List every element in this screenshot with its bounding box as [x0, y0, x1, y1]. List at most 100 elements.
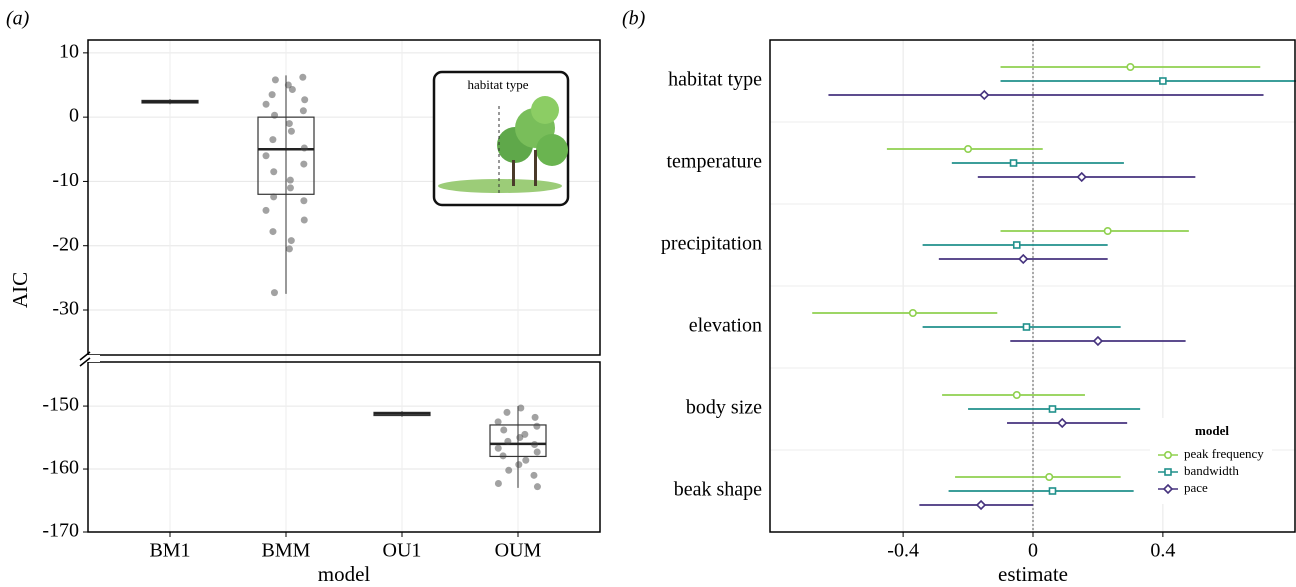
- point: [287, 237, 295, 245]
- point: [270, 193, 278, 201]
- point: [533, 448, 541, 456]
- y-tick-label: -150: [42, 394, 79, 416]
- marker: [1048, 487, 1057, 495]
- point: [516, 434, 524, 442]
- point: [533, 422, 541, 430]
- plot-background: [88, 362, 600, 532]
- point: [300, 160, 308, 168]
- point: [262, 100, 270, 108]
- marker: [1045, 472, 1054, 481]
- point: [499, 452, 507, 460]
- point: [521, 430, 529, 438]
- y-tick-label: temperature: [667, 151, 763, 173]
- x-tick-label: 0: [1028, 540, 1038, 562]
- x-axis-label: estimate: [998, 562, 1068, 586]
- point: [504, 437, 512, 445]
- legend-label: peak frequency: [1184, 446, 1264, 461]
- point: [285, 120, 293, 128]
- marker: [1018, 253, 1029, 265]
- marker: [1126, 62, 1135, 71]
- point: [287, 127, 295, 135]
- point: [286, 184, 294, 192]
- y-tick-label: -20: [52, 233, 79, 255]
- point: [515, 461, 523, 469]
- legend-title: model: [1195, 423, 1229, 438]
- y-tick-label: elevation: [689, 315, 762, 337]
- y-tick-label: -160: [42, 457, 79, 479]
- inset: habitat type: [432, 70, 570, 207]
- point: [522, 456, 530, 464]
- y-tick-label: 0: [69, 105, 79, 127]
- y-tick-label: habitat type: [668, 69, 762, 91]
- point: [271, 76, 279, 84]
- point: [531, 440, 539, 448]
- marker: [1048, 405, 1057, 413]
- inset-label: habitat type: [467, 77, 528, 92]
- x-tick-label: BMM: [262, 540, 311, 562]
- axis-break: [76, 355, 100, 362]
- marker: [1057, 417, 1068, 429]
- marker: [1159, 77, 1167, 85]
- point: [517, 404, 525, 412]
- legend-label: pace: [1184, 480, 1208, 495]
- point: [299, 73, 307, 81]
- tree: [536, 134, 568, 166]
- marker: [1012, 241, 1021, 249]
- point: [533, 483, 541, 491]
- point: [285, 245, 293, 253]
- box: [257, 116, 315, 195]
- y-tick-label: 10: [59, 40, 79, 62]
- point: [494, 418, 502, 426]
- x-axis-label: model: [318, 562, 371, 586]
- point: [262, 206, 270, 214]
- x-tick-label: OU1: [383, 540, 422, 562]
- point: [284, 81, 292, 89]
- y-axis-label: AIC: [8, 272, 32, 308]
- point: [531, 413, 539, 421]
- marker: [975, 499, 987, 511]
- y-tick-label: beak shape: [674, 479, 762, 501]
- point: [270, 289, 278, 297]
- point: [269, 136, 277, 144]
- point: [288, 86, 296, 93]
- tree: [531, 96, 559, 124]
- point: [300, 197, 308, 205]
- point: [269, 228, 277, 236]
- axis-break: [79, 351, 91, 361]
- marker: [1009, 159, 1018, 167]
- x-tick-label: OUM: [495, 540, 542, 562]
- trunk: [512, 160, 515, 186]
- y-tick-label: -10: [52, 169, 79, 191]
- panel-label: (a): [6, 8, 30, 30]
- point: [494, 480, 502, 488]
- x-tick-label: 0.4: [1150, 540, 1175, 562]
- axis-frame: [87, 39, 601, 356]
- marker: [979, 89, 990, 101]
- point: [505, 466, 513, 474]
- y-tick-label: -170: [42, 520, 79, 542]
- y-tick-label: -30: [52, 298, 79, 320]
- point: [503, 408, 511, 416]
- grass: [438, 179, 562, 193]
- marker: [1164, 468, 1172, 476]
- y-tick-label: body size: [686, 397, 762, 419]
- point: [301, 96, 309, 104]
- marker: [1162, 483, 1174, 495]
- legend-label: bandwidth: [1184, 463, 1239, 478]
- marker: [1092, 335, 1104, 347]
- point: [500, 426, 508, 434]
- point: [300, 144, 308, 152]
- point: [494, 444, 502, 452]
- marker: [1164, 450, 1173, 459]
- y-tick-label: precipitation: [661, 233, 762, 255]
- marker: [1076, 171, 1087, 183]
- point: [530, 471, 538, 479]
- marker: [908, 308, 917, 317]
- x-tick-label: BM1: [149, 540, 190, 562]
- point: [262, 152, 270, 160]
- marker: [964, 145, 973, 154]
- point: [286, 176, 294, 184]
- trunk: [534, 150, 537, 186]
- point: [299, 107, 307, 115]
